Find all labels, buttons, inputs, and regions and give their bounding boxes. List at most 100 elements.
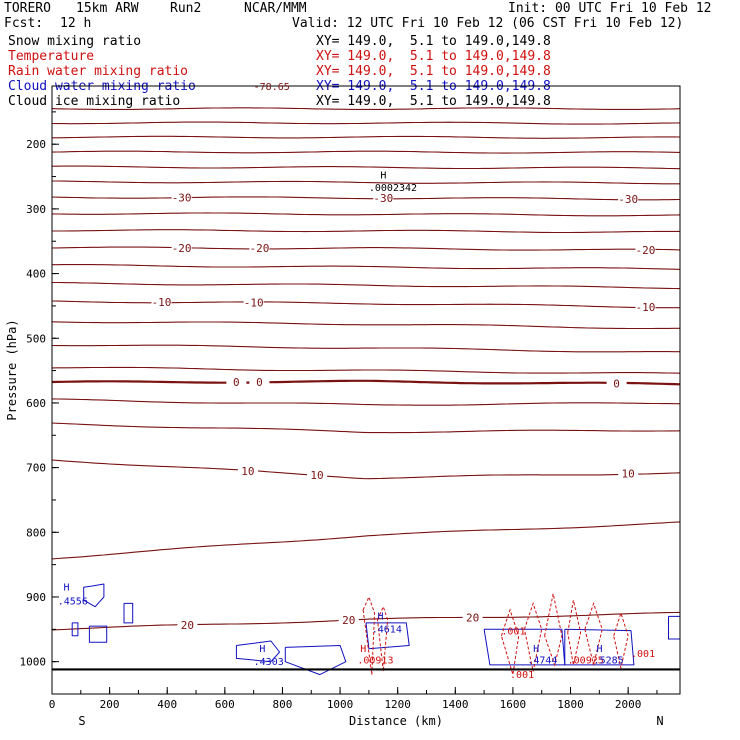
contour-annotation: .001 <box>631 649 655 660</box>
isotherm-label: 0 <box>613 378 620 391</box>
isotherm-label-bg <box>151 296 172 310</box>
isotherm-label-bg <box>635 300 656 314</box>
x-end-label-north: N <box>656 714 663 728</box>
isotherm-line <box>51 344 680 353</box>
isotherm-label-bg <box>606 377 627 391</box>
isotherm-label: 10 <box>241 465 254 478</box>
isotherm-label-bg <box>373 191 394 205</box>
x-tick-label: 800 <box>273 698 293 711</box>
rain-water-contour <box>567 600 582 666</box>
contour-annotation: .4303 <box>254 657 284 668</box>
contour-annotation: .00925 <box>568 656 604 667</box>
legend-name-rain: Rain water mixing ratio <box>8 64 189 79</box>
contour-annotation: .001 <box>510 670 534 681</box>
rain-water-contour <box>613 611 629 669</box>
isotherm-label-bg <box>249 375 270 389</box>
isotherm-line <box>51 121 681 125</box>
contour-annotation: H <box>380 170 386 181</box>
rain-water-contour <box>544 593 563 667</box>
rain-water-contour <box>500 608 520 675</box>
plot-frame <box>51 85 681 695</box>
isotherm-line <box>51 422 681 434</box>
x-end-label-south: S <box>78 714 85 728</box>
cloud-water-contour <box>123 602 134 624</box>
isotherm-label-bg <box>237 465 258 479</box>
isotherm-line <box>51 300 680 309</box>
contour-annotation: -78.65 <box>254 82 290 93</box>
contour-annotation: H <box>378 612 384 623</box>
rain-water-contour <box>362 595 376 675</box>
isotherm-label-bg <box>462 611 483 625</box>
isotherm-line <box>51 611 681 631</box>
contour-annotation: .5285 <box>594 656 624 667</box>
isotherm-label-bg <box>171 241 192 255</box>
init-time: Init: 00 UTC Fri 10 Feb 12 <box>508 1 712 16</box>
cloud-water-contour <box>668 615 681 640</box>
legend-xy-cloud-ice: XY= 149.0, 5.1 to 149.0,149.8 <box>316 94 551 109</box>
contour-annotation: .00913 <box>357 656 393 667</box>
isotherm-line <box>51 212 681 217</box>
isotherm-line <box>52 165 681 170</box>
isotherm-label: 0 <box>233 376 240 389</box>
y-axis-title: Pressure (hPa) <box>5 319 19 420</box>
isotherm-line <box>51 366 681 374</box>
cloud-water-contour <box>365 622 410 650</box>
cloud-water-contour <box>88 625 108 643</box>
isotherm-label: -30 <box>172 192 192 205</box>
model-org: NCAR/MMM <box>244 1 307 16</box>
y-tick-label: 600 <box>26 397 46 410</box>
contour-annotation: H <box>64 583 70 594</box>
isotherm-line <box>51 379 681 386</box>
y-tick-label: 400 <box>26 268 46 281</box>
contour-annotation: H <box>533 644 539 655</box>
isotherm-label: -20 <box>635 244 655 257</box>
legend-xy-temperature: XY= 149.0, 5.1 to 149.0,149.8 <box>316 49 551 64</box>
isotherm-line <box>52 281 681 290</box>
y-tick-label: 300 <box>26 203 46 216</box>
y-tick-label: 1000 <box>20 656 47 669</box>
fcst-label: Fcst: <box>4 16 44 31</box>
isotherm-line <box>51 459 681 480</box>
x-tick-label: 600 <box>215 698 235 711</box>
model-run: Run2 <box>170 1 202 16</box>
isotherm-label: -10 <box>152 296 172 309</box>
isotherm-label: -10 <box>635 301 655 314</box>
isotherm-label: 10 <box>310 469 323 482</box>
y-tick-label: 900 <box>26 591 46 604</box>
isotherm-label-bg <box>618 467 639 481</box>
isotherm-label-bg <box>226 375 247 389</box>
y-tick-label: 700 <box>26 462 46 475</box>
isotherm-label: 20 <box>466 611 479 624</box>
legend-xy-snow: XY= 149.0, 5.1 to 149.0,149.8 <box>316 34 551 49</box>
contour-annotation: H <box>360 644 366 655</box>
model-resolution: 15km ARW <box>76 1 139 16</box>
y-tick-label: 800 <box>26 526 46 539</box>
isotherm-label: -10 <box>244 297 264 310</box>
x-tick-label: 1600 <box>500 698 527 711</box>
isotherm-label-bg <box>618 192 639 206</box>
isotherm-line <box>51 246 681 251</box>
valid-time: Valid: 12 UTC Fri 10 Feb 12 (06 CST Fri … <box>292 16 684 31</box>
isotherm-label-bg <box>635 244 656 258</box>
isotherm-label-bg <box>338 614 359 628</box>
isotherm-line <box>52 229 680 234</box>
legend-name-cloud-ice: Cloud ice mixing ratio <box>8 94 181 109</box>
x-tick-label: 2000 <box>615 698 642 711</box>
cloud-water-contour <box>71 622 79 637</box>
isotherm-label: -30 <box>373 192 393 205</box>
legend-xy-rain: XY= 149.0, 5.1 to 149.0,149.8 <box>316 64 551 79</box>
cloud-water-contour <box>284 645 347 676</box>
legend-name-snow: Snow mixing ratio <box>8 34 142 49</box>
model-name: TORERO <box>4 1 51 16</box>
y-tick-label: 200 <box>26 138 46 151</box>
contour-annotation: .4556 <box>58 597 88 608</box>
fcst-value: 12 h <box>60 16 92 31</box>
isotherm-label: 0 <box>256 376 263 389</box>
x-tick-label: 400 <box>157 698 177 711</box>
isotherm-label: 20 <box>181 619 194 632</box>
cloud-water-contour <box>564 628 635 666</box>
x-tick-label: 1000 <box>327 698 354 711</box>
isotherm-label: 20 <box>342 614 355 627</box>
isotherm-label-bg <box>171 191 192 205</box>
isotherm-line <box>51 150 681 154</box>
